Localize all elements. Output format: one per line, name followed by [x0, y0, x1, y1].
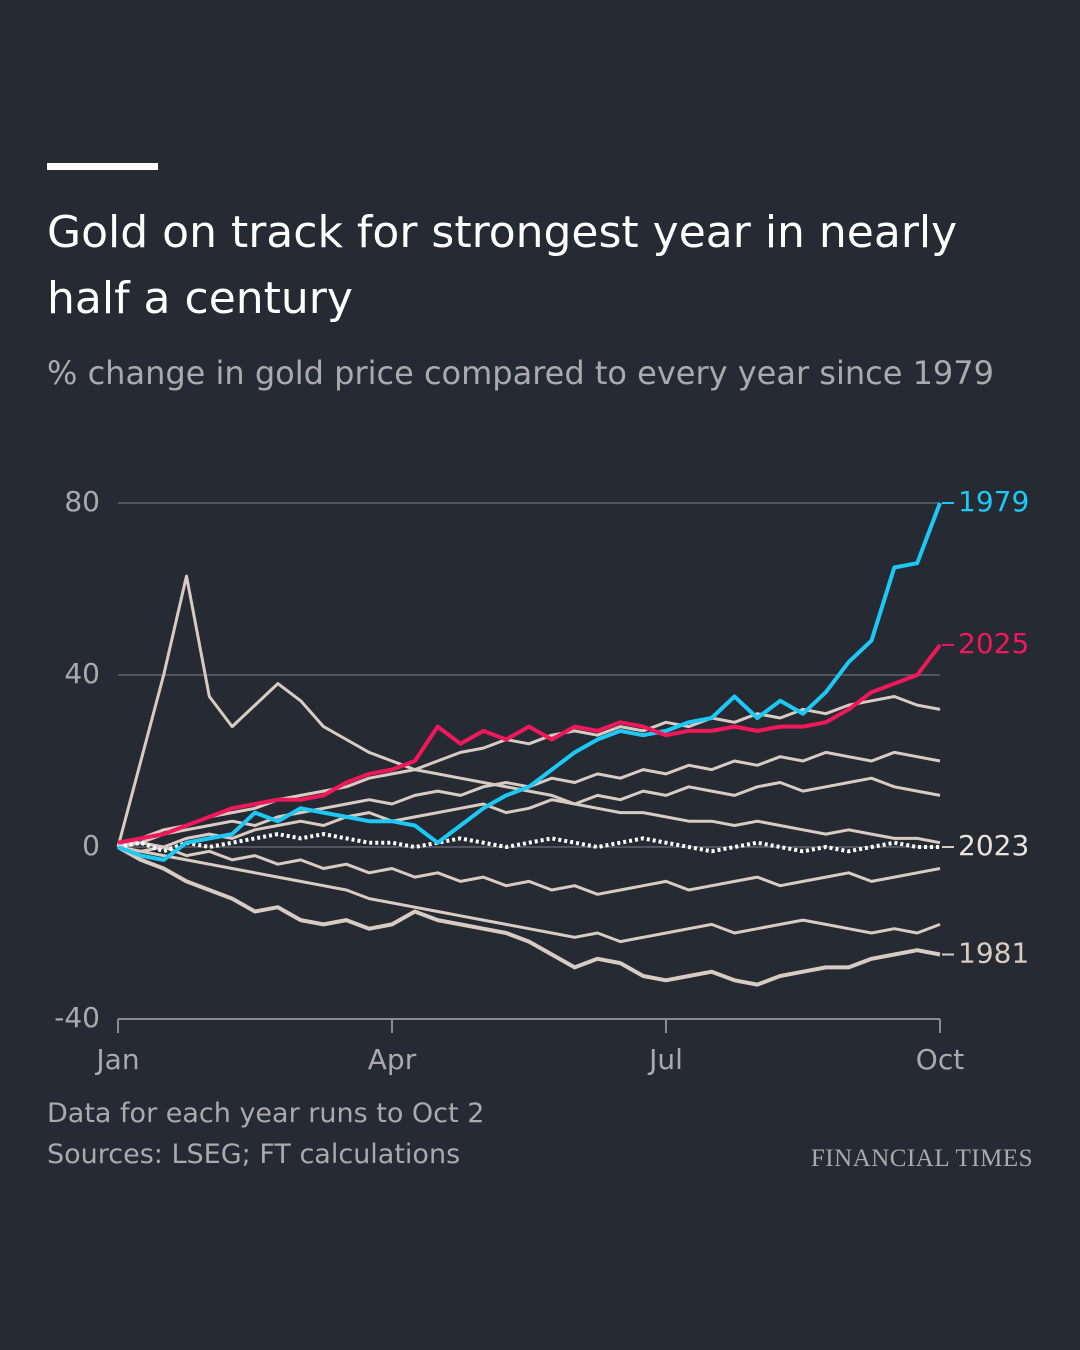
- series-line: [117, 845, 941, 944]
- series-label: 2023: [958, 829, 1029, 862]
- title-rule: [47, 163, 158, 170]
- footnote: Data for each year runs to Oct 2: [47, 1098, 485, 1129]
- y-tick-label: 40: [64, 657, 100, 690]
- y-tick-label: 80: [64, 485, 100, 518]
- series-label: 1981: [958, 937, 1029, 970]
- y-tick-label: -40: [54, 1001, 100, 1034]
- source-note: Sources: LSEG; FT calculations: [47, 1139, 461, 1170]
- brand: FINANCIAL TIMES: [810, 1145, 1033, 1172]
- series-line: [116, 574, 941, 848]
- x-tick-label: Oct: [916, 1043, 964, 1076]
- chart-subtitle: % change in gold price compared to every…: [47, 354, 994, 392]
- series-line: [117, 845, 941, 987]
- series-label: 1979: [958, 485, 1029, 518]
- x-tick-label: Jan: [94, 1043, 139, 1076]
- series-line: [117, 832, 940, 854]
- chart-title: Gold on track for strongest year in near…: [47, 207, 958, 324]
- series-line: [117, 643, 942, 845]
- series-line: [117, 695, 941, 849]
- series-line: [117, 502, 942, 862]
- series-label: 2025: [958, 627, 1029, 660]
- x-tick-label: Apr: [368, 1043, 417, 1076]
- series-line: [117, 776, 941, 849]
- x-tick-label: Jul: [647, 1043, 683, 1076]
- y-tick-label: 0: [82, 829, 100, 862]
- series-line: [117, 845, 941, 896]
